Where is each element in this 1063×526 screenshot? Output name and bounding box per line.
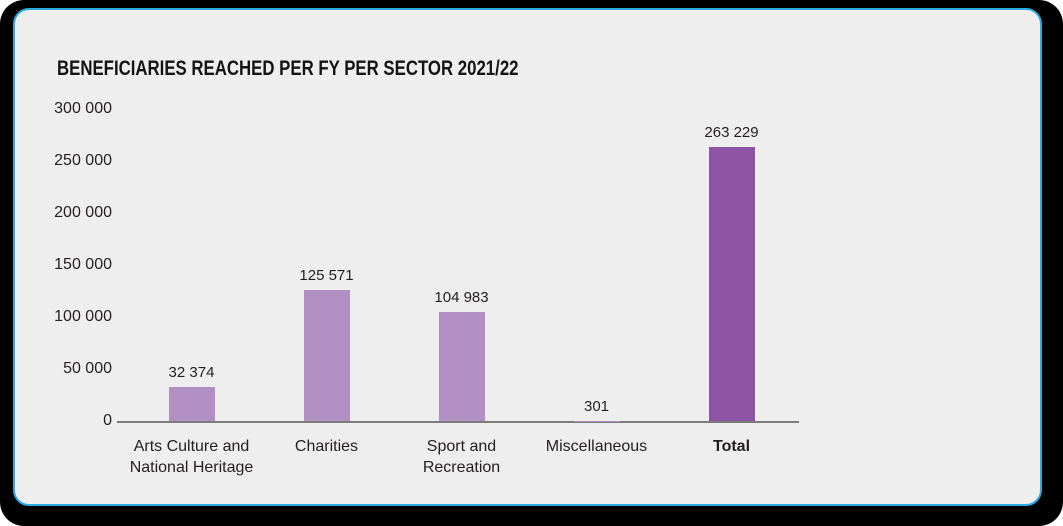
y-tick-label: 50 000 [63, 360, 112, 377]
y-tick-label: 200 000 [54, 204, 112, 221]
bar [708, 147, 755, 421]
category-label: Total [712, 438, 751, 455]
bars-container: 32 374 Arts Culture and National Heritage… [124, 109, 799, 476]
y-tick-label: 100 000 [54, 308, 112, 325]
card-content: BENEFICIARIES REACHED PER FY PER SECTOR … [15, 10, 1040, 504]
y-tick-label: 250 000 [54, 152, 112, 169]
bar-value-label: 104 983 [434, 288, 489, 306]
category-label: Miscellaneous [545, 438, 648, 455]
bar-slot: 125 571 Charities [259, 109, 394, 455]
y-tick-label: 150 000 [54, 256, 112, 273]
bar-value-label: 301 [583, 397, 610, 415]
plot-area: 32 374 Arts Culture and National Heritage… [117, 109, 799, 476]
bar [303, 290, 350, 421]
x-axis-line [117, 421, 799, 423]
bar [438, 311, 485, 421]
y-axis: 300 000 250 000 200 000 150 000 100 000 50 00… [15, 100, 112, 429]
bar-slot: 32 374 Arts Culture and National Heritage [124, 109, 259, 476]
bar-value-label: 32 374 [168, 364, 215, 382]
category-label: Charities [294, 438, 359, 455]
bar-value-label: 263 229 [704, 124, 759, 142]
category-label: Sport and Recreation [422, 438, 501, 476]
bar-slot: 104 983 Sport and Recreation [394, 109, 529, 476]
chart-title: BENEFICIARIES REACHED PER FY PER SECTOR … [57, 57, 519, 80]
category-label: Arts Culture and National Heritage [129, 438, 254, 476]
bar-slot: 263 229 Total [664, 109, 799, 455]
bar [168, 387, 215, 421]
y-tick-label: 300 000 [54, 100, 112, 117]
chart-card: BENEFICIARIES REACHED PER FY PER SECTOR … [13, 8, 1042, 506]
bar-slot: 301 Miscellaneous [529, 109, 664, 455]
bar-chart: 300 000 250 000 200 000 150 000 100 000 50 00… [15, 10, 1040, 504]
y-tick-label: 0 [103, 412, 112, 429]
bar-value-label: 125 571 [299, 267, 354, 285]
